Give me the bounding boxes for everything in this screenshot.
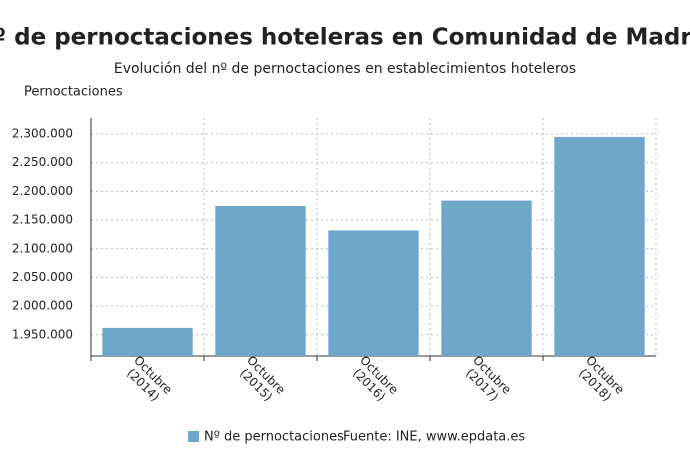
y-tick-label: 2.150.000 — [12, 213, 73, 227]
bar — [441, 200, 532, 356]
y-axis-label: Pernoctaciones — [24, 85, 123, 100]
y-tick-label: 2.200.000 — [12, 184, 73, 198]
y-tick-label: 2.250.000 — [12, 155, 73, 169]
chart-subtitle: Evolución del nº de pernoctaciones en es… — [114, 61, 576, 77]
y-tick-label: 2.000.000 — [12, 299, 73, 313]
y-tick-label: 2.050.000 — [12, 270, 73, 284]
chart-title: Nº de pernoctaciones hoteleras en Comuni… — [0, 25, 690, 51]
bar — [554, 136, 645, 356]
legend-swatch — [188, 431, 199, 442]
bar — [102, 327, 193, 356]
bar — [215, 206, 306, 356]
source: Fuente: INE, www.epdata.es — [343, 430, 525, 445]
bar — [328, 230, 419, 356]
legend-label: Nº de pernoctaciones — [204, 430, 344, 445]
y-tick-label: 1.950.000 — [12, 327, 73, 341]
y-tick-label: 2.300.000 — [12, 127, 73, 141]
y-tick-label: 2.100.000 — [12, 241, 73, 255]
